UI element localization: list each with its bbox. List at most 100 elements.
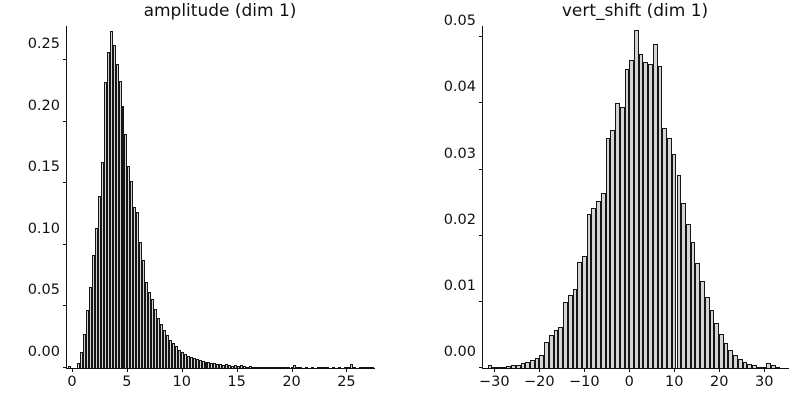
histogram-bar — [109, 30, 113, 368]
histogram-bar — [700, 280, 705, 368]
y-axis-tick — [479, 36, 483, 38]
histogram-bar — [600, 193, 606, 368]
histogram-bar — [610, 129, 616, 368]
y-axis-tick-label: 0.03 — [443, 145, 476, 162]
histogram-bar — [80, 352, 83, 368]
histogram-bars-amplitude — [67, 26, 375, 368]
histogram-bar — [370, 367, 374, 368]
histogram-bar — [115, 63, 119, 368]
y-axis-tick — [63, 367, 67, 368]
histogram-bar — [249, 366, 252, 368]
plot-title-vert-shift: vert_shift (dim 1) — [561, 1, 709, 21]
plot-title-amplitude: amplitude (dim 1) — [143, 1, 297, 21]
histogram-bar — [496, 366, 502, 368]
histogram-bar — [243, 366, 247, 368]
x-axis-tick — [719, 368, 721, 372]
histogram-bar — [296, 367, 300, 368]
histogram-bar — [317, 367, 321, 368]
histogram-bar — [662, 127, 668, 368]
histogram-bars-vert-shift — [483, 26, 789, 368]
histogram-bar — [544, 341, 549, 368]
y-axis-tick-label: 0.00 — [443, 344, 476, 360]
histogram-bar — [260, 366, 264, 368]
plot-area-vert-shift: −30 −20 −10 0 10 20 30 0.00 0.01 0.02 0.03 0.04 0.05 — [444, 13, 789, 390]
histogram-bar — [766, 363, 771, 368]
histogram-bar — [293, 364, 297, 368]
histogram-bar — [103, 82, 107, 368]
histogram-bar — [287, 367, 291, 368]
histogram-bar — [231, 365, 235, 368]
histogram-bar — [723, 342, 729, 368]
histogram-bar — [263, 367, 267, 368]
histogram-bar — [290, 367, 294, 368]
histogram-bar — [525, 362, 531, 368]
histogram-bar — [775, 366, 781, 368]
histogram-bar — [690, 242, 696, 368]
y-axis-tick-label: 0.15 — [27, 159, 60, 176]
histogram-bar — [189, 356, 193, 368]
x-axis-tick — [629, 368, 631, 372]
histogram-bar — [714, 323, 720, 368]
histogram-bar — [163, 329, 166, 368]
histogram-bar — [278, 367, 282, 368]
histogram-bar — [311, 367, 315, 368]
histogram-bar — [91, 254, 95, 368]
histogram-bar — [240, 364, 244, 368]
histogram-bar — [346, 367, 350, 368]
histogram-bar — [530, 360, 535, 368]
histogram-bar — [201, 361, 205, 368]
histogram-bar — [591, 207, 597, 368]
histogram-bar — [121, 105, 125, 368]
histogram-bar — [638, 53, 644, 368]
histogram-bar — [586, 213, 592, 368]
histogram-bar — [195, 358, 199, 368]
histogram-bar — [756, 366, 762, 368]
x-axis-tick-label: 20 — [710, 374, 729, 390]
x-axis-tick — [71, 368, 73, 372]
histogram-bar — [299, 367, 303, 368]
histogram-bar — [577, 261, 582, 368]
x-axis-tick-label: 0 — [67, 374, 77, 390]
histogram-bar — [534, 358, 540, 368]
histogram-bar — [761, 366, 767, 368]
histogram-bar — [752, 365, 757, 368]
y-axis-tick-label: 0.20 — [27, 97, 60, 114]
histogram-bar — [320, 367, 324, 368]
histogram-bar — [139, 242, 143, 368]
histogram-bar — [251, 366, 255, 368]
histogram-bar — [728, 350, 734, 368]
histogram-bar — [567, 295, 573, 368]
y-axis-tick — [479, 234, 483, 236]
histogram-bar — [234, 365, 238, 368]
histogram-bar — [695, 263, 701, 368]
histogram-bar — [657, 65, 663, 368]
histogram-bar — [246, 366, 249, 368]
histogram-bar — [733, 355, 738, 368]
histogram-bar — [506, 366, 512, 368]
histogram-bar — [207, 362, 211, 368]
histogram-bar — [180, 352, 184, 368]
histogram-bar — [629, 60, 634, 368]
histogram-bar — [326, 367, 330, 368]
histogram-bar — [501, 366, 507, 368]
histogram-bar — [352, 367, 356, 368]
histogram-bar — [130, 180, 134, 368]
histogram-bar — [198, 360, 202, 368]
histogram-bar — [558, 327, 564, 368]
histogram-bar — [142, 259, 146, 368]
histogram-bar — [652, 43, 658, 368]
histogram-bar — [605, 138, 611, 368]
histogram-bar — [676, 174, 682, 368]
plot-area-amplitude: 0 5 10 15 20 25 0.00 0.05 0.10 0.15 0.20 0.25 — [28, 26, 375, 390]
histogram-bar — [337, 367, 341, 368]
histogram-bar — [275, 367, 279, 368]
histogram-bar — [94, 227, 98, 368]
y-axis-tick-label: 0.25 — [27, 36, 60, 53]
histogram-bar — [88, 286, 92, 368]
x-axis-tick-label: 0 — [624, 374, 634, 390]
x-axis-tick — [291, 368, 293, 372]
x-axis-tick-label: 30 — [755, 374, 774, 390]
histogram-bar — [615, 103, 620, 368]
histogram-bar — [174, 346, 178, 368]
